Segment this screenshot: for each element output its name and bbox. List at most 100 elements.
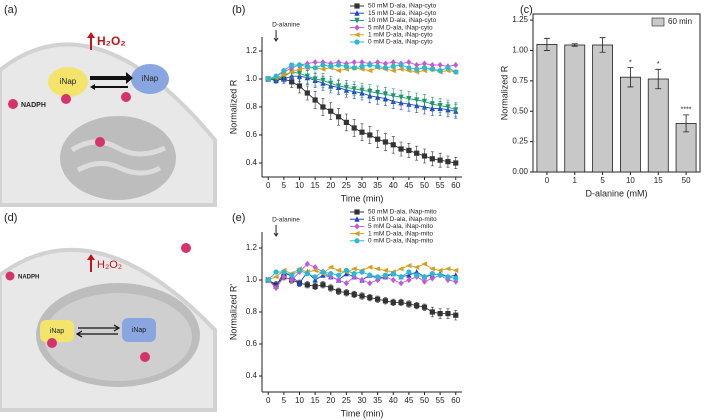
marker bbox=[406, 301, 412, 307]
y-tick-label: 0.8 bbox=[246, 102, 258, 111]
arrow bbox=[90, 72, 133, 84]
marker bbox=[453, 160, 459, 166]
marker bbox=[296, 280, 303, 286]
marker bbox=[328, 271, 334, 277]
marker bbox=[414, 97, 420, 104]
nadph-dot bbox=[181, 243, 191, 253]
marker bbox=[445, 274, 451, 280]
marker bbox=[335, 272, 342, 278]
x-tick-label: 10 bbox=[626, 176, 635, 185]
panel-label: (d) bbox=[4, 212, 17, 224]
marker bbox=[429, 275, 435, 282]
marker bbox=[273, 269, 279, 275]
error-bar bbox=[571, 43, 578, 47]
sensor-label: iNap bbox=[60, 77, 77, 86]
x-tick-label: 60 bbox=[451, 181, 460, 190]
marker bbox=[335, 68, 342, 74]
marker bbox=[375, 136, 381, 142]
x-tick-label: 5 bbox=[600, 176, 605, 185]
sensor-label: iNap bbox=[132, 327, 147, 334]
y-tick-label: 0.4 bbox=[246, 158, 258, 167]
marker bbox=[382, 60, 389, 67]
y-axis-label: Normalized R bbox=[228, 79, 238, 134]
marker bbox=[421, 153, 428, 159]
marker bbox=[343, 267, 349, 273]
marker bbox=[421, 98, 428, 105]
nadph-dot bbox=[8, 99, 18, 109]
error-bar bbox=[683, 114, 690, 133]
marker bbox=[413, 264, 420, 270]
marker bbox=[390, 68, 396, 74]
marker bbox=[398, 274, 404, 280]
marker bbox=[406, 59, 412, 66]
x-tick-label: 50 bbox=[420, 396, 429, 405]
marker bbox=[367, 295, 373, 301]
legend-marker bbox=[353, 231, 360, 237]
x-tick-label: 60 bbox=[451, 396, 460, 405]
marker bbox=[421, 65, 428, 71]
marker bbox=[296, 70, 303, 77]
marker bbox=[320, 77, 326, 84]
bar bbox=[536, 43, 558, 173]
marker bbox=[390, 276, 396, 284]
x-tick-label: 40 bbox=[389, 181, 398, 190]
error-bar bbox=[543, 37, 550, 51]
schematic-d: (d) iNap iNap H₂O₂ NADPH bbox=[0, 212, 217, 412]
legend-label: 60 min bbox=[668, 17, 692, 26]
y-tick-label: 0.75 bbox=[512, 76, 528, 85]
marker bbox=[327, 264, 334, 270]
legend-label: 0 mM D-ala, iNap-mito bbox=[368, 238, 433, 245]
marker bbox=[453, 275, 459, 281]
marker bbox=[375, 63, 381, 69]
marker bbox=[351, 59, 357, 66]
marker bbox=[414, 66, 420, 72]
marker bbox=[335, 62, 342, 68]
marker bbox=[351, 125, 357, 131]
annotation: D-alanine bbox=[272, 217, 300, 224]
marker bbox=[437, 272, 443, 278]
legend-marker bbox=[354, 39, 360, 45]
x-tick-label: 45 bbox=[404, 396, 413, 405]
marker bbox=[429, 266, 435, 272]
marker bbox=[335, 83, 342, 90]
inap-blue bbox=[131, 64, 169, 94]
x-axis-label: Time (min) bbox=[341, 408, 384, 418]
marker bbox=[359, 269, 365, 275]
x-tick-label: 10 bbox=[295, 396, 304, 405]
marker bbox=[367, 62, 373, 68]
nadph-dot bbox=[5, 271, 15, 281]
marker bbox=[453, 107, 459, 113]
legend-label: 50 mM D-ala, iNap-cyto bbox=[368, 3, 437, 10]
arrow bbox=[90, 84, 128, 90]
x-axis-label: D-alanine (mM) bbox=[585, 188, 647, 198]
error-bar bbox=[599, 37, 606, 53]
marker bbox=[281, 273, 287, 280]
x-tick-label: 20 bbox=[326, 181, 335, 190]
x-tick-label: 5 bbox=[282, 181, 287, 190]
marker bbox=[414, 303, 420, 309]
x-tick-label: 55 bbox=[436, 181, 445, 190]
y-tick-label: 1.2 bbox=[246, 243, 258, 252]
marker bbox=[367, 272, 373, 278]
increase-arrow bbox=[87, 254, 95, 272]
marker bbox=[390, 142, 396, 148]
marker bbox=[445, 104, 451, 111]
significance-label: * bbox=[629, 59, 632, 66]
y-tick-label: 0.25 bbox=[512, 137, 528, 146]
bar bbox=[619, 76, 641, 173]
marker bbox=[328, 285, 334, 291]
marker bbox=[437, 61, 443, 69]
matrix bbox=[44, 293, 192, 381]
marker bbox=[382, 65, 389, 71]
y-tick-label: 0.50 bbox=[512, 106, 528, 115]
marker bbox=[382, 91, 389, 98]
marker bbox=[405, 263, 412, 269]
marker bbox=[398, 299, 404, 305]
marker bbox=[453, 312, 459, 318]
x-tick-label: 50 bbox=[420, 181, 429, 190]
marker bbox=[319, 66, 326, 72]
marker bbox=[375, 274, 381, 280]
marker bbox=[375, 90, 381, 97]
legend-marker bbox=[354, 3, 360, 9]
marker bbox=[343, 63, 349, 69]
